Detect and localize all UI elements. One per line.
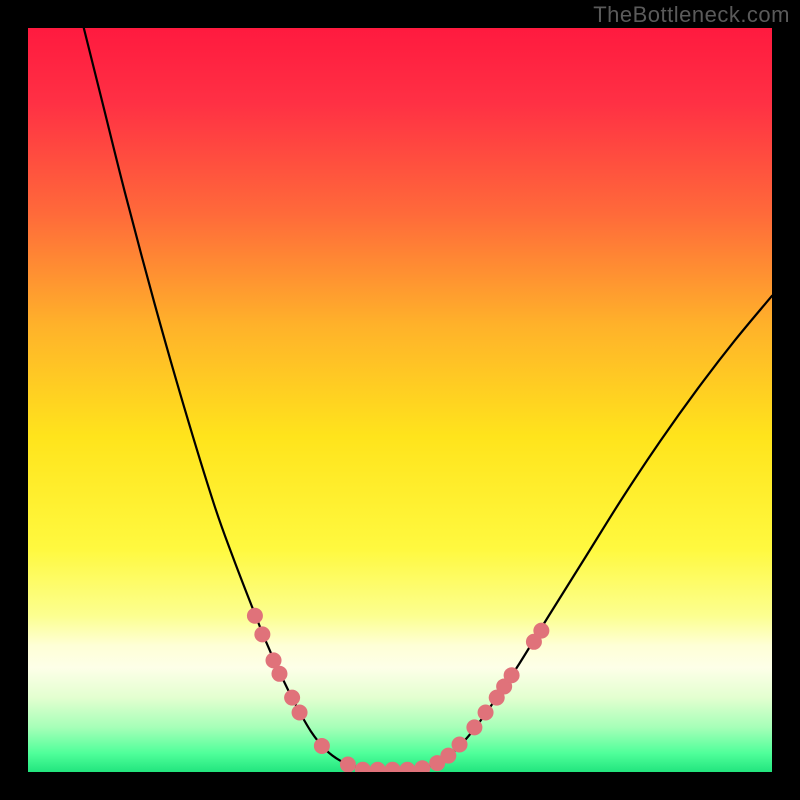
data-marker	[247, 608, 263, 624]
data-marker	[271, 666, 287, 682]
data-marker	[340, 757, 356, 773]
data-marker	[452, 736, 468, 752]
data-marker	[284, 690, 300, 706]
data-marker	[478, 704, 494, 720]
data-marker	[314, 738, 330, 754]
data-marker	[254, 626, 270, 642]
data-marker	[292, 704, 308, 720]
watermark-text: TheBottleneck.com	[593, 2, 790, 28]
chart-plot-area	[28, 28, 772, 772]
data-marker	[504, 667, 520, 683]
data-marker	[466, 719, 482, 735]
data-marker	[533, 623, 549, 639]
